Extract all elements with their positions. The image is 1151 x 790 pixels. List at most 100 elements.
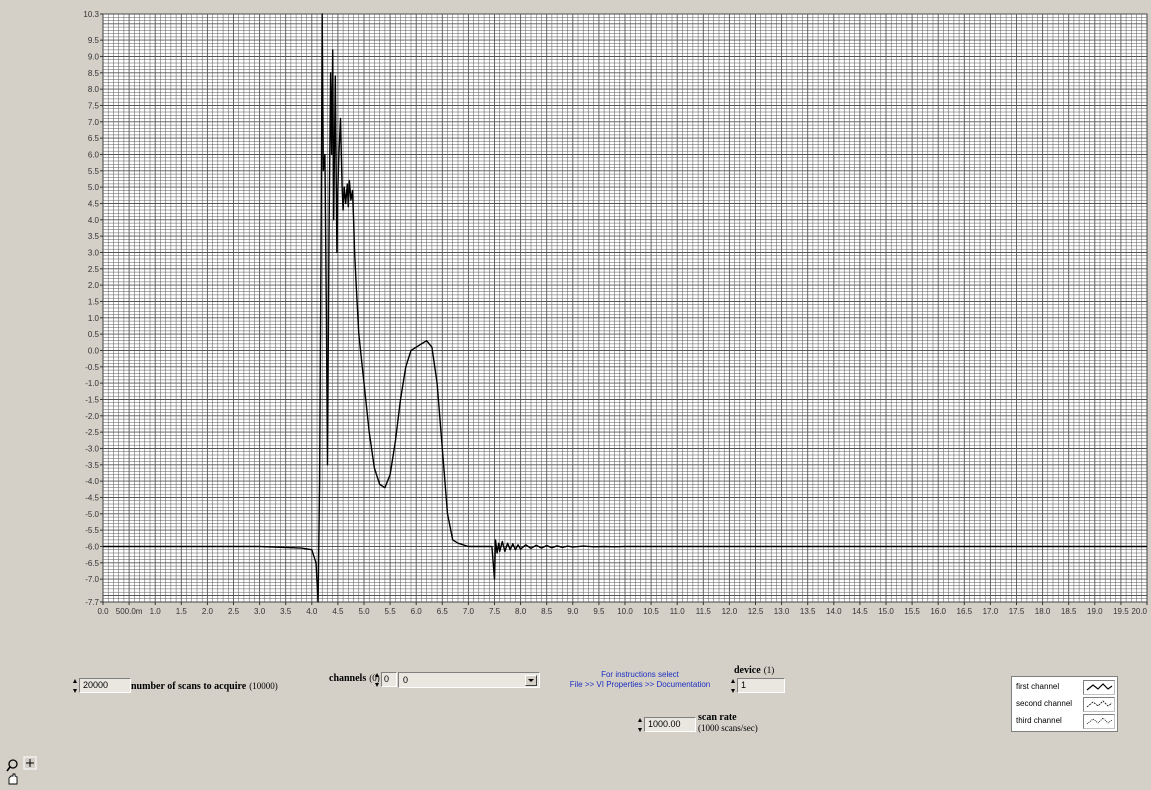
y-tick-label: 7.0 <box>88 118 100 127</box>
scan-rate-default-text: (1000 scans/sec) <box>698 723 758 733</box>
x-tick-label: 10.5 <box>643 607 659 616</box>
x-tick-label: 7.5 <box>489 607 501 616</box>
scans-input[interactable]: 20000 <box>79 678 131 693</box>
x-tick-label: 9.0 <box>567 607 579 616</box>
x-tick-label: 15.0 <box>878 607 894 616</box>
y-tick-label: 2.5 <box>88 265 100 274</box>
device-control[interactable]: 1 <box>731 678 785 693</box>
magnifier-icon[interactable] <box>6 759 18 772</box>
legend-swatch[interactable] <box>1083 680 1115 695</box>
increment-arrow-icon[interactable] <box>731 678 735 683</box>
legend-label: third channel <box>1016 716 1062 725</box>
x-tick-label: 14.5 <box>852 607 868 616</box>
x-tick-label: 19.0 <box>1087 607 1103 616</box>
y-tick-label: -1.0 <box>85 379 99 388</box>
x-tick-label: 6.0 <box>411 607 423 616</box>
scans-control[interactable]: 20000 <box>73 678 131 693</box>
legend-label: first channel <box>1016 682 1060 691</box>
y-tick-label: 5.5 <box>88 167 100 176</box>
y-tick-label: 6.5 <box>88 134 100 143</box>
x-tick-label: 8.5 <box>541 607 553 616</box>
y-tick-label: -6.0 <box>85 542 99 551</box>
x-tick-label: 1.0 <box>150 607 162 616</box>
x-tick-label: 17.5 <box>1009 607 1025 616</box>
increment-arrow-icon[interactable] <box>638 717 642 722</box>
y-tick-label: -2.0 <box>85 412 99 421</box>
waveform-graph: 10.3 9.5 9.0 8.5 8.0 7.5 7.0 6.5 6.0 5.5 5.0 4.5 4.0… <box>83 10 1148 616</box>
x-tick-label: 11.0 <box>670 607 686 616</box>
y-tick-label: -2.5 <box>85 428 99 437</box>
x-tick-label: 8.0 <box>515 607 527 616</box>
instructions-note: For instructions select File >> VI Prope… <box>552 670 728 690</box>
channels-value[interactable]: 0 <box>403 675 409 685</box>
device-label-text: device <box>734 665 761 676</box>
channels-index-input[interactable]: 0 <box>381 672 397 687</box>
legend-item-first-channel[interactable]: first channel <box>1012 678 1117 695</box>
decrement-arrow-icon[interactable] <box>73 688 77 693</box>
instructions-line-2: File >> VI Properties >> Documentation <box>569 680 711 689</box>
x-tick-label: 2.0 <box>202 607 214 616</box>
y-tick-label: 0.0 <box>88 346 100 355</box>
x-tick-label: 2.5 <box>228 607 240 616</box>
y-tick-label: 0.5 <box>88 330 100 339</box>
scans-spinner[interactable] <box>73 678 78 693</box>
scan-rate-label-text: scan rate <box>698 712 737 723</box>
x-tick-label: 5.0 <box>358 607 370 616</box>
graph-palette-svg <box>6 756 37 785</box>
channels-label-text: channels <box>329 673 367 684</box>
trace-swatch-icon <box>1086 700 1113 708</box>
y-tick-label: -3.0 <box>85 444 99 453</box>
x-tick-label: 18.5 <box>1061 607 1077 616</box>
x-tick-label: 20.0 <box>1131 607 1147 616</box>
legend-swatch[interactable] <box>1083 697 1115 712</box>
x-tick-label: 15.5 <box>904 607 920 616</box>
scans-default-text: (10000) <box>249 681 278 691</box>
channels-index-spinner[interactable] <box>375 672 380 687</box>
x-tick-label: 6.5 <box>437 607 449 616</box>
legend-item-third-channel[interactable]: third channel <box>1012 712 1117 729</box>
y-tick-label: 2.0 <box>88 281 100 290</box>
scan-rate-control[interactable]: 1000.00 <box>638 717 696 732</box>
y-tick-label: -1.5 <box>85 395 99 404</box>
hand-icon[interactable] <box>8 773 18 785</box>
trace-swatch-icon <box>1086 683 1113 691</box>
x-tick-label: 12.5 <box>748 607 764 616</box>
device-input[interactable]: 1 <box>737 678 785 693</box>
decrement-arrow-icon[interactable] <box>638 727 642 732</box>
legend-swatch[interactable] <box>1083 714 1115 729</box>
x-axis-ticks: 0.0 500.0m 1.0 1.5 2.0 2.5 3.0 3.5 4.0 4.5 5.0 5.5 6… <box>97 602 1148 616</box>
channels-default-text: (0) <box>369 673 380 683</box>
crosshair-icon[interactable] <box>23 756 37 770</box>
device-spinner[interactable] <box>731 678 736 693</box>
waveform-graph-svg: 10.3 9.5 9.0 8.5 8.0 7.5 7.0 6.5 6.0 5.5 5.0 4.5 4.0… <box>83 10 1148 616</box>
y-tick-label: -0.5 <box>85 363 99 372</box>
x-tick-label: 0.0 <box>97 607 109 616</box>
channels-index-control[interactable]: 0 <box>375 672 397 687</box>
y-tick-label: -7.7 <box>85 598 99 607</box>
channels-dropdown-button[interactable] <box>525 675 537 686</box>
y-tick-label: 1.5 <box>88 297 100 306</box>
increment-arrow-icon[interactable] <box>73 678 77 683</box>
plot-legend[interactable]: first channel second channel third chann… <box>1011 676 1118 732</box>
channels-label: channels (0) <box>329 672 380 684</box>
legend-item-second-channel[interactable]: second channel <box>1012 695 1117 712</box>
scan-rate-input[interactable]: 1000.00 <box>644 717 696 732</box>
y-tick-label: 5.0 <box>88 183 100 192</box>
decrement-arrow-icon[interactable] <box>375 682 379 687</box>
chevron-down-icon <box>528 679 534 682</box>
x-tick-label: 4.0 <box>306 607 318 616</box>
graph-palette[interactable] <box>2 754 46 787</box>
scan-rate-spinner[interactable] <box>638 717 643 732</box>
trace-swatch-icon <box>1086 717 1113 725</box>
x-tick-label: 12.0 <box>722 607 738 616</box>
device-label: device (1) <box>734 664 774 676</box>
channels-array-field[interactable]: 0 <box>398 672 540 688</box>
y-tick-label: 3.0 <box>88 248 100 257</box>
x-tick-label: 18.0 <box>1035 607 1051 616</box>
x-tick-label: 13.5 <box>800 607 816 616</box>
increment-arrow-icon[interactable] <box>375 672 379 677</box>
device-default-text: (1) <box>763 665 775 675</box>
decrement-arrow-icon[interactable] <box>731 688 735 693</box>
y-tick-label: -7.0 <box>85 575 99 584</box>
x-tick-label: 7.0 <box>463 607 475 616</box>
